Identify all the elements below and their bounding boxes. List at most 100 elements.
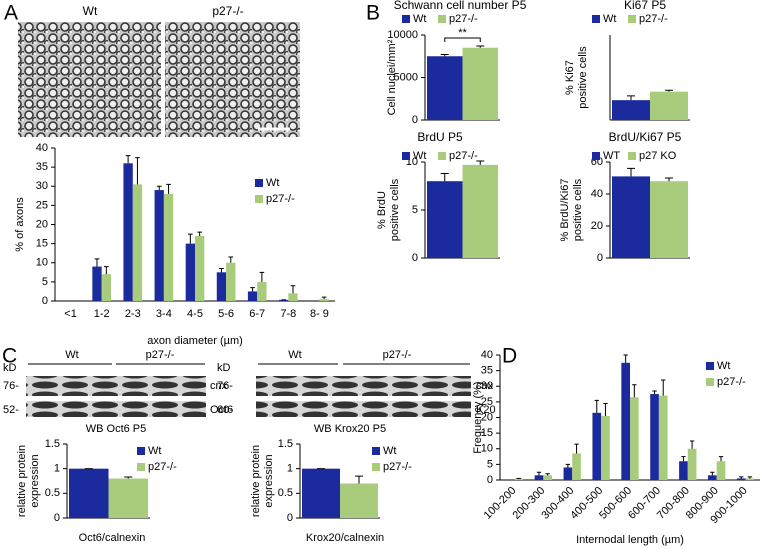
band-label: cnx — [210, 380, 228, 392]
y-axis-label: % BrdU — [376, 191, 388, 229]
bar — [745, 478, 755, 480]
bar — [302, 468, 340, 518]
error-bar — [476, 45, 485, 48]
bar — [69, 468, 109, 518]
y-tick-label: 25 — [481, 396, 493, 408]
legend-label: Wt — [383, 445, 396, 457]
y-axis-label: expression — [29, 454, 41, 507]
blot-band — [26, 401, 206, 417]
error-bar — [355, 475, 363, 484]
micrograph-label: Wt — [83, 4, 98, 18]
legend-swatch — [438, 152, 446, 160]
error-bar — [166, 183, 171, 194]
y-tick-label: 0 — [487, 474, 493, 486]
bar — [195, 235, 205, 301]
legend-swatch — [628, 15, 636, 23]
marker: 76- — [217, 380, 233, 392]
bar — [650, 91, 688, 120]
micrograph — [18, 22, 161, 137]
x-tick-label: <1 — [64, 308, 77, 320]
x-tick-label: 1-2 — [94, 308, 110, 320]
legend-swatch — [438, 15, 446, 23]
legend-swatch — [592, 15, 600, 23]
error-bar — [219, 267, 224, 273]
bar — [462, 164, 498, 258]
error-bar — [665, 89, 673, 92]
error-bar — [661, 379, 666, 396]
error-bar — [565, 463, 571, 468]
legend-label: p27-/- — [639, 13, 668, 25]
bar — [279, 299, 289, 301]
y-axis-label: relative protein — [16, 445, 28, 517]
y-tick-label: 20 — [36, 218, 48, 230]
y-tick-label: 20 — [481, 411, 493, 423]
bar — [288, 293, 298, 301]
legend-label: Wt — [717, 360, 730, 372]
bar — [621, 362, 630, 480]
legend-label: WT — [603, 150, 620, 162]
bar — [247, 291, 258, 301]
chart-title: Ki67 P5 — [624, 0, 666, 12]
x-tick-label: 3-4 — [156, 308, 172, 320]
group-label: Wt — [65, 349, 78, 361]
band-label: K20 — [476, 404, 496, 416]
error-bar — [440, 173, 449, 182]
y-tick-label: 5000 — [394, 71, 418, 83]
micrograph — [165, 22, 300, 137]
bar — [132, 184, 143, 301]
bar — [123, 163, 133, 301]
bar — [601, 415, 610, 480]
error-bar — [197, 231, 202, 236]
error-bar — [603, 402, 608, 416]
y-tick-label: 30 — [481, 380, 493, 392]
chart-title: BrdU/Ki67 P5 — [609, 130, 682, 144]
y-axis-label: relative protein — [250, 445, 262, 517]
y-tick-label: 10 — [481, 443, 493, 455]
band-label: Oct6 — [210, 404, 233, 416]
bar — [108, 478, 148, 518]
error-bar — [228, 256, 234, 263]
x-tick-label: 6-7 — [249, 308, 265, 320]
x-tick-label: 7-8 — [280, 308, 296, 320]
bar — [92, 266, 102, 301]
y-tick-label: 5 — [412, 204, 418, 216]
y-axis-label: Frequency (%) — [472, 381, 484, 453]
error-bar — [536, 471, 542, 476]
legend-label: p27-/- — [449, 150, 478, 162]
legend-swatch — [372, 447, 380, 455]
y-tick-label: 1.5 — [278, 438, 293, 450]
error-bar — [739, 476, 744, 479]
kd-label: kD — [217, 362, 231, 374]
x-axis-label: Krox20/calnexin — [306, 532, 384, 544]
y-tick-label: 0 — [412, 114, 418, 126]
marker: 60- — [217, 404, 233, 416]
group-label: p27-/- — [383, 349, 412, 361]
legend-label: Wt — [266, 177, 279, 189]
y-tick-label: 5 — [487, 458, 493, 470]
legend-swatch — [255, 179, 263, 187]
x-tick-label: 8- 9 — [310, 308, 329, 320]
legend-label: Wt — [413, 150, 426, 162]
error-bar — [652, 390, 657, 395]
y-axis-label: positive cells — [389, 178, 401, 241]
bar — [592, 412, 602, 480]
bar — [462, 47, 498, 120]
y-tick-label: 40 — [36, 142, 48, 154]
bar — [612, 100, 650, 120]
error-bar — [632, 384, 637, 398]
panel-label: B — [366, 2, 380, 25]
bar — [679, 461, 688, 480]
panel-label: A — [4, 2, 18, 25]
error-bar — [250, 287, 255, 292]
legend-swatch — [255, 195, 263, 203]
y-axis-label: % Ki67 — [564, 60, 576, 95]
error-bar — [156, 185, 162, 191]
y-axis-label: positive cells — [572, 178, 584, 241]
bar — [163, 193, 174, 301]
band-label: cnx — [476, 380, 494, 392]
blot-band — [256, 401, 471, 417]
error-bar — [476, 160, 485, 165]
y-tick-label: 10 — [36, 257, 48, 269]
